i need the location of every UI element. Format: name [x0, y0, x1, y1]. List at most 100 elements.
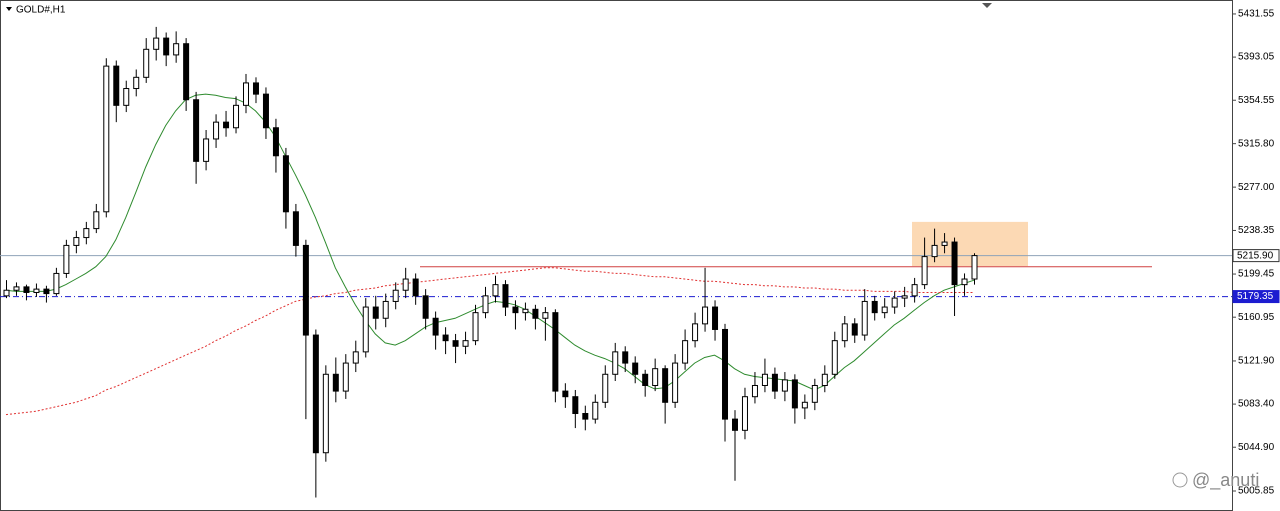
candle-body	[622, 351, 629, 364]
candle-body	[921, 256, 928, 286]
candle-body	[113, 65, 120, 106]
y-tick-label: 5160.95	[1238, 312, 1275, 323]
menu-arrow	[6, 7, 12, 11]
y-tick-label: 5044.90	[1238, 442, 1275, 453]
candle-body	[262, 93, 269, 129]
candle-body	[901, 295, 908, 299]
candle-body	[272, 127, 279, 157]
candle-body	[602, 373, 609, 403]
chart-title: GOLD#,H1	[16, 5, 66, 16]
y-tick-label: 5121.90	[1238, 356, 1275, 367]
candle-body	[851, 323, 858, 336]
candle-body	[731, 418, 738, 431]
candle-body	[482, 295, 489, 314]
candle-body	[652, 368, 659, 386]
candle-body	[153, 37, 160, 50]
candle-body	[213, 121, 220, 140]
candle-body	[881, 306, 888, 314]
candle-body	[741, 396, 748, 431]
candle-body	[302, 244, 309, 336]
candle-body	[672, 362, 679, 403]
candle-body	[592, 401, 599, 420]
candle-body	[163, 37, 170, 56]
candle-body	[722, 328, 729, 420]
candle-body	[871, 300, 878, 314]
candle-body	[682, 340, 689, 364]
candle-body	[692, 323, 699, 342]
candle-body	[891, 297, 898, 308]
candle-body	[312, 334, 319, 454]
candle-body	[103, 65, 110, 213]
candle-body	[322, 373, 329, 454]
candle-body	[342, 362, 349, 392]
candle-body	[712, 306, 719, 330]
candle-body	[123, 88, 130, 106]
candle-body	[662, 368, 669, 403]
candle-body	[372, 306, 379, 319]
candle-body	[402, 278, 409, 291]
candle-body	[332, 373, 339, 392]
candle-body	[362, 306, 369, 353]
candle-body	[771, 373, 778, 392]
y-tick-label: 5199.45	[1238, 269, 1275, 280]
moving-average	[5, 267, 974, 416]
candle-body	[43, 288, 50, 295]
candle-body	[203, 138, 210, 162]
price-label: 5215.90	[1237, 250, 1274, 261]
watermark-icon	[1172, 472, 1188, 488]
candle-body	[422, 295, 429, 319]
candle-body	[442, 334, 449, 342]
candle-body	[93, 211, 100, 230]
candle-body	[801, 401, 808, 409]
candle-body	[492, 284, 499, 297]
candle-body	[63, 244, 70, 274]
candle-body	[572, 396, 579, 415]
candle-body	[233, 104, 240, 129]
candle-body	[532, 308, 539, 319]
candle-body	[83, 228, 90, 239]
candle-body	[412, 278, 419, 297]
candle-body	[23, 286, 30, 293]
candle-body	[3, 289, 10, 297]
y-tick-label: 5315.80	[1238, 138, 1275, 149]
candle-body	[512, 306, 519, 314]
candle-body	[761, 373, 768, 386]
candle-body	[642, 373, 649, 386]
candle-body	[292, 211, 299, 246]
candle-body	[821, 373, 828, 386]
candle-body	[971, 255, 978, 280]
candle-body	[352, 351, 359, 364]
candle-body	[751, 384, 758, 398]
candle-body	[931, 244, 938, 258]
y-tick-label: 5431.55	[1238, 9, 1275, 20]
candle-body	[13, 286, 20, 291]
candle-body	[562, 390, 569, 398]
candle-body	[252, 82, 259, 95]
candle-body	[522, 308, 529, 314]
candle-body	[223, 121, 230, 129]
shift-marker	[982, 3, 992, 8]
y-tick-label: 5354.55	[1238, 95, 1275, 106]
candle-body	[143, 48, 150, 78]
candle-body	[841, 323, 848, 342]
candle-body	[502, 284, 509, 308]
watermark: @_anuti	[1192, 470, 1259, 491]
candle-body	[33, 288, 40, 293]
plot	[0, 26, 1232, 498]
candle-body	[941, 241, 948, 246]
price-label-box	[1232, 249, 1280, 263]
candle-body	[542, 312, 549, 319]
candle-body	[53, 272, 60, 295]
candle-body	[472, 312, 479, 342]
candle-body	[911, 284, 918, 297]
candle-body	[392, 289, 399, 302]
candle-body	[462, 340, 469, 347]
y-tick-label: 5393.05	[1238, 52, 1275, 63]
candle-body	[791, 379, 798, 409]
candle-body	[831, 340, 838, 375]
candle-body	[951, 241, 958, 286]
candle-body	[382, 300, 389, 319]
price-label-box	[1232, 290, 1280, 304]
candle-body	[282, 155, 289, 213]
